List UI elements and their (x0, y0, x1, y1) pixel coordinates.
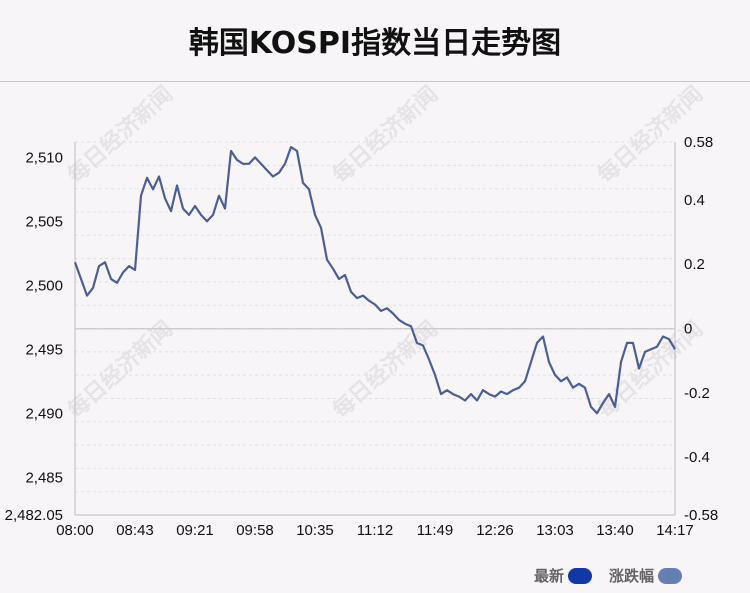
y-tick-label: 2,485 (25, 469, 63, 486)
y-tick-label: 2,510 (25, 149, 63, 166)
legend-change[interactable]: 涨跌幅 (609, 565, 683, 586)
watermark-text: 每日经济新闻 (63, 81, 179, 189)
right-tick-label: 0.4 (684, 192, 705, 209)
watermark-text: 每日经济新闻 (328, 316, 444, 424)
y-tick-label: 2,505 (25, 213, 63, 230)
kospi-line (73, 146, 676, 415)
y-tick-label: 2,495 (25, 341, 63, 358)
legend-latest-label: 最新 (534, 567, 565, 585)
legend-latest[interactable]: 最新 (534, 565, 593, 586)
x-axis-ticks: 08:00 08:43 09:21 09:58 10:35 11:12 11:49 12:26… (56, 522, 694, 539)
x-tick-label: 12:26 (476, 522, 514, 539)
left-y-axis-ticks: 2,510 2,505 2,500 2,495 2,490 2,485 2,482.05 (5, 149, 63, 524)
x-tick-label: 13:03 (536, 522, 574, 539)
series (73, 146, 676, 415)
title-divider (0, 81, 750, 82)
axes (74, 142, 676, 516)
x-tick-label: 10:35 (296, 522, 334, 539)
x-tick-label: 13:40 (596, 522, 634, 539)
right-y-axis-ticks: 0.58 0.4 0.2 0 -0.2 -0.4 -0.58 (684, 134, 718, 524)
y-tick-label: 2,500 (25, 277, 63, 294)
grid (75, 141, 675, 516)
right-tick-label: -0.58 (684, 507, 718, 524)
x-tick-label: 09:58 (236, 522, 274, 539)
chart-title: 韩国KOSPI指数当日走势图 (188, 26, 562, 61)
right-tick-label: 0.2 (684, 256, 705, 273)
x-tick-label: 11:12 (357, 522, 393, 539)
watermark-text: 每日经济新闻 (63, 316, 179, 424)
x-tick-label: 14:17 (656, 522, 694, 539)
right-tick-label: 0.58 (684, 134, 713, 151)
y-min-label: 2,482.05 (5, 507, 63, 524)
legend-change-swatch (658, 567, 683, 584)
watermark-text: 每日经济新闻 (328, 81, 444, 189)
x-tick-label: 09:21 (176, 522, 214, 539)
x-tick-label: 08:00 (56, 522, 94, 539)
x-tick-label: 11:49 (417, 522, 453, 539)
right-tick-label: 0 (684, 321, 692, 338)
x-tick-label: 08:43 (116, 522, 154, 539)
legend-latest-swatch (568, 567, 593, 584)
legend-change-label: 涨跌幅 (609, 567, 655, 585)
y-tick-label: 2,490 (25, 405, 63, 422)
right-tick-label: -0.4 (684, 449, 710, 466)
right-tick-label: -0.2 (684, 385, 710, 402)
